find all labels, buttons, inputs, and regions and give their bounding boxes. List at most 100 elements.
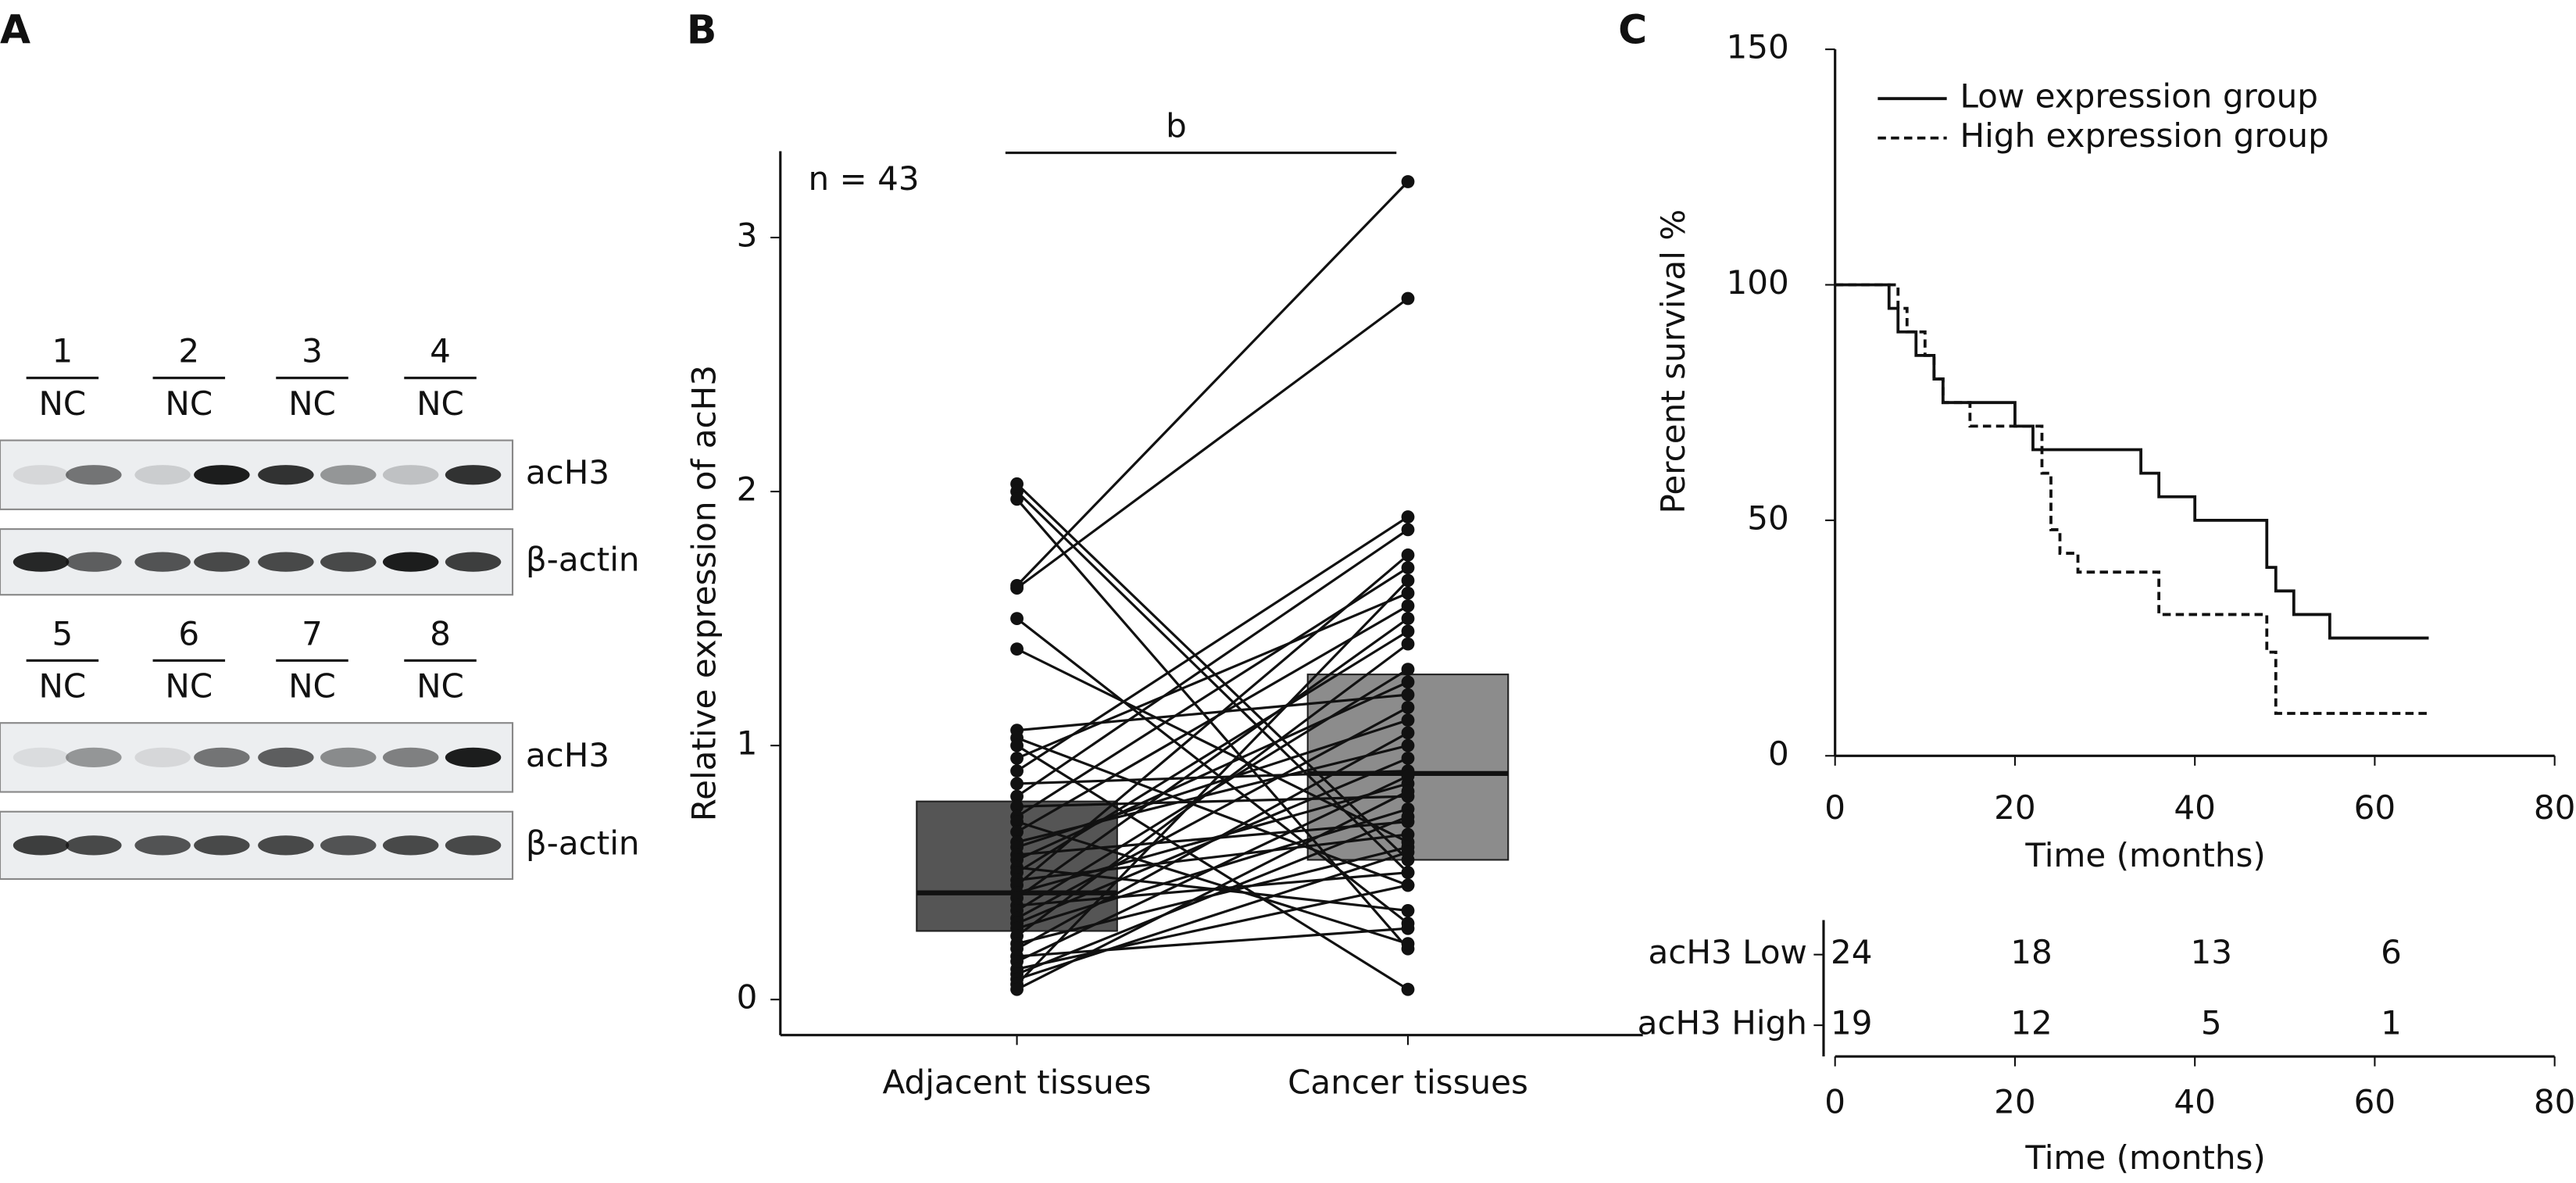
risk-count: 13	[2190, 933, 2232, 971]
band	[194, 465, 250, 485]
band	[134, 835, 191, 856]
row-label: acH3	[526, 453, 609, 491]
risk-x-tick-label: 20	[1994, 1083, 2036, 1121]
row-label: β-actin	[526, 824, 640, 862]
y-tick-label: 0	[737, 978, 758, 1017]
band	[382, 747, 439, 767]
band	[66, 552, 122, 572]
band	[66, 747, 122, 767]
point	[1401, 624, 1415, 638]
band	[66, 465, 122, 485]
lane-labels: NC	[165, 384, 213, 423]
point	[1401, 921, 1415, 935]
band	[320, 835, 377, 856]
point	[1401, 784, 1415, 799]
band	[134, 747, 191, 767]
band	[13, 747, 70, 767]
risk-row-label: acH3 High	[1638, 1004, 1807, 1042]
y-tick-label: 100	[1727, 263, 1789, 302]
pair-line	[1016, 795, 1409, 808]
band	[134, 465, 191, 485]
risk-x-tick-label: 80	[2534, 1083, 2576, 1121]
risk-x-tick-label: 60	[2354, 1083, 2396, 1121]
band	[320, 747, 377, 767]
pair-line	[1016, 706, 1409, 920]
point	[1010, 799, 1024, 813]
pair-line	[1016, 648, 1409, 844]
lane-number: 1	[52, 332, 73, 370]
legend-label: High expression group	[1960, 116, 2328, 155]
x-tick-label: 80	[2534, 788, 2576, 827]
point	[1401, 700, 1415, 714]
pair-line	[1016, 617, 1409, 899]
pair-line	[1016, 815, 1409, 976]
pair-line	[1016, 731, 1409, 950]
point	[1401, 738, 1415, 752]
point	[1010, 612, 1024, 626]
band	[66, 835, 122, 856]
survival-line	[1835, 283, 2429, 640]
pair-line	[1016, 790, 1409, 991]
pair-line	[1016, 297, 1409, 589]
band	[445, 552, 502, 572]
pair-line	[1016, 554, 1409, 887]
point	[1401, 827, 1415, 842]
y-tick-label: 3	[737, 216, 758, 255]
point	[1401, 982, 1415, 996]
pair-line	[1016, 927, 1409, 958]
point	[1401, 548, 1415, 562]
panel-label: C	[1618, 7, 1647, 53]
y-axis-label: Relative expression of acH3	[685, 365, 723, 821]
band	[382, 835, 439, 856]
band	[13, 835, 70, 856]
risk-row-label: acH3 Low	[1649, 933, 1807, 971]
pair-line	[1016, 528, 1409, 798]
lane-number: 3	[302, 332, 323, 370]
point	[1010, 825, 1024, 839]
point	[1401, 688, 1415, 702]
point	[1010, 751, 1024, 765]
x-tick-label: Adjacent tissues	[883, 1063, 1152, 1101]
lane-number: 7	[302, 614, 323, 652]
band	[382, 552, 439, 572]
point	[1401, 845, 1415, 860]
y-tick-label: 50	[1747, 499, 1789, 537]
risk-x-tick-label: 40	[2174, 1083, 2216, 1121]
band	[382, 465, 439, 485]
band	[320, 552, 377, 572]
pair-line	[1016, 642, 1409, 938]
point	[1401, 769, 1415, 783]
lane-number: 2	[178, 332, 199, 370]
band	[194, 747, 250, 767]
risk-count: 18	[2010, 933, 2053, 971]
band	[445, 465, 502, 485]
x-tick-label: 0	[1824, 788, 1845, 827]
lane-labels: NC	[416, 667, 464, 706]
lane-labels: NC	[38, 667, 86, 706]
point	[1010, 777, 1024, 791]
point	[1010, 581, 1024, 595]
band	[258, 552, 314, 572]
point	[1010, 815, 1024, 829]
point	[1401, 904, 1415, 917]
point	[1401, 866, 1415, 880]
point	[1010, 492, 1024, 506]
risk-count: 1	[2381, 1004, 2402, 1042]
point	[1401, 586, 1415, 600]
x-axis-label: Time (months)	[2024, 1138, 2265, 1177]
pair-line	[1016, 693, 1409, 732]
pair-line	[1016, 770, 1409, 785]
point	[1401, 663, 1415, 677]
lane-number: 5	[52, 614, 73, 652]
x-tick-label: Cancer tissues	[1288, 1063, 1528, 1101]
risk-count: 6	[2381, 933, 2402, 971]
lane-number: 6	[178, 614, 199, 652]
point	[1010, 642, 1024, 656]
point	[1010, 982, 1024, 996]
point	[1010, 738, 1024, 752]
y-tick-label: 2	[737, 470, 758, 509]
point	[1401, 751, 1415, 765]
y-axis-label: Percent survival %	[1654, 209, 1692, 514]
point	[1401, 810, 1415, 824]
